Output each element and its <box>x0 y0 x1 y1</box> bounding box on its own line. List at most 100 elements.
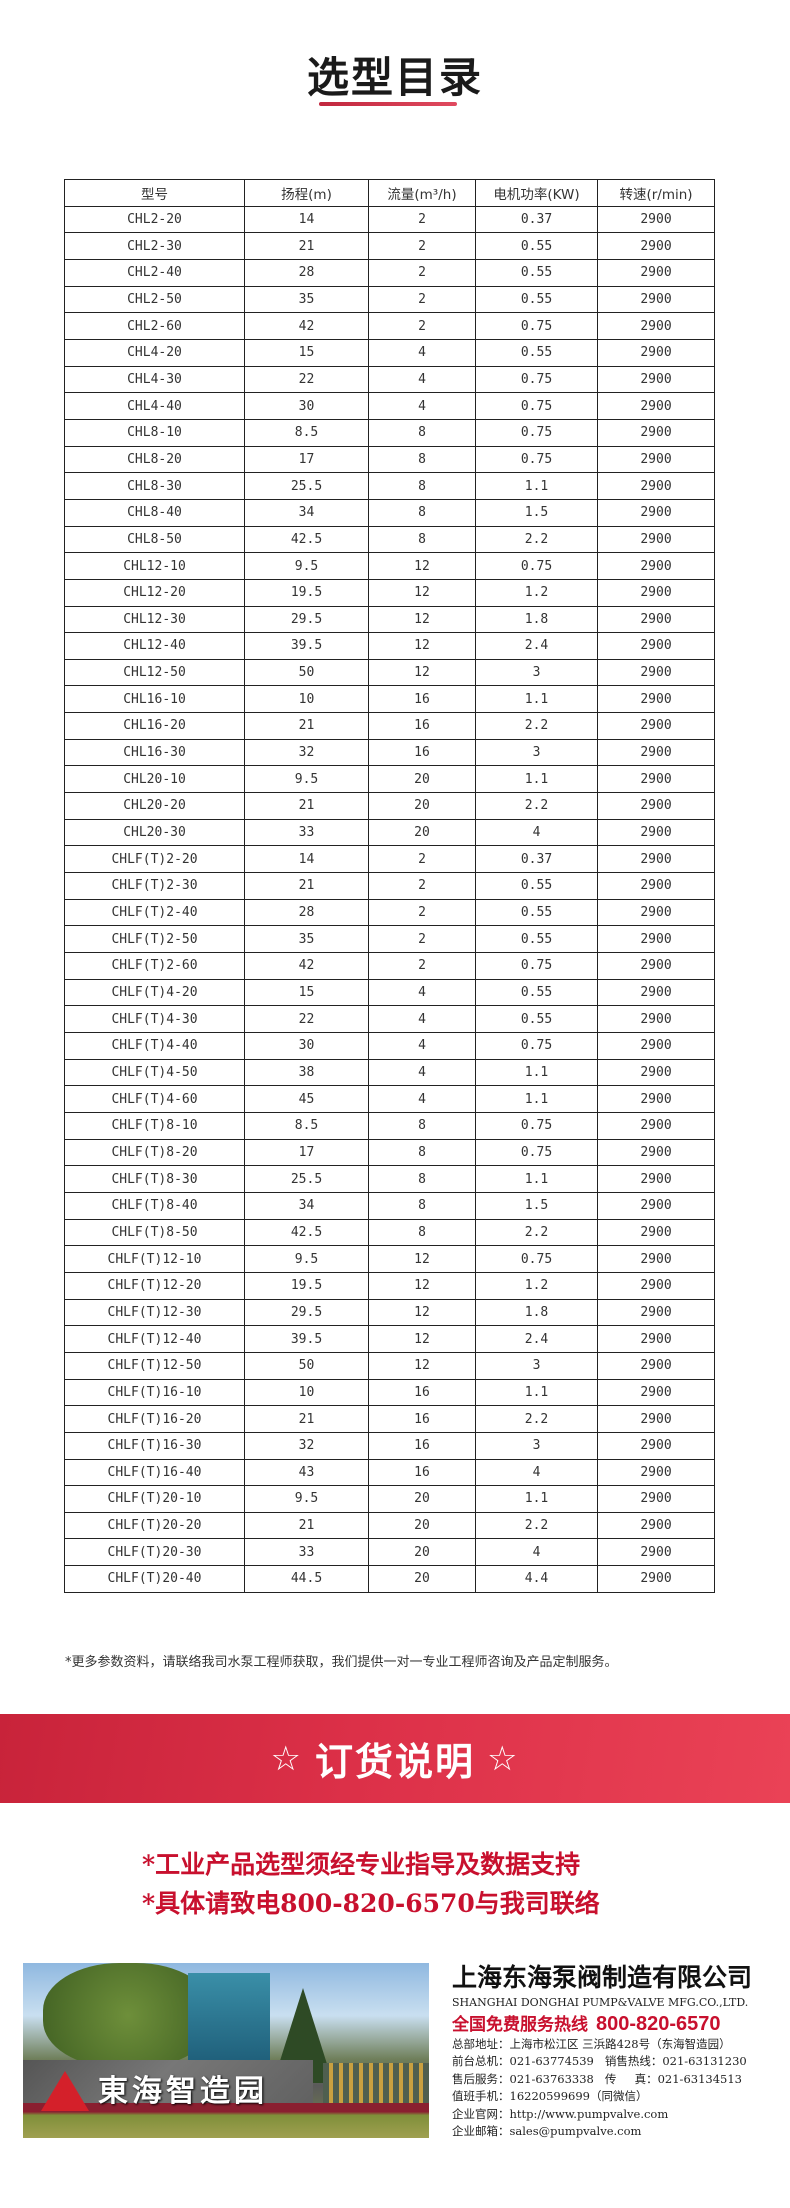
cell-model: CHL16-30 <box>64 738 245 767</box>
table-row: CHL12-10 9.5 12 0.75 2900 <box>64 552 715 580</box>
table-row: CHLF(T)4-30 22 4 0.55 2900 <box>64 1005 715 1033</box>
cell-speed: 2900 <box>597 1298 715 1327</box>
cell-flow: 20 <box>368 792 476 820</box>
cell-power: 1.8 <box>475 605 598 634</box>
cell-speed: 2900 <box>597 578 715 607</box>
table-row: CHL12-20 19.5 12 1.2 2900 <box>64 578 715 607</box>
table-row: CHLF(T)12-10 9.5 12 0.75 2900 <box>64 1245 715 1273</box>
cell-speed: 2900 <box>597 1245 715 1273</box>
cell-speed: 2900 <box>597 445 715 474</box>
contact-mobile: 值班手机：16220599699（同微信） <box>452 2089 648 2103</box>
table-row: CHL8-40 34 8 1.5 2900 <box>64 498 715 527</box>
cell-flow: 2 <box>368 845 476 874</box>
cell-head: 28 <box>244 898 369 927</box>
cell-model: CHLF(T)12-50 <box>64 1351 245 1380</box>
cell-speed: 2900 <box>597 1165 715 1193</box>
cell-power: 0.75 <box>475 552 598 580</box>
cell-model: CHL2-60 <box>64 312 245 340</box>
cell-flow: 16 <box>368 1378 476 1407</box>
cell-flow: 4 <box>368 1058 476 1087</box>
cell-head: 19.5 <box>244 578 369 607</box>
cell-flow: 8 <box>368 1111 476 1140</box>
cell-model: CHL8-50 <box>64 525 245 554</box>
cell-head: 39.5 <box>244 1325 369 1353</box>
table-row: CHL2-20 14 2 0.37 2900 <box>64 205 715 234</box>
cell-speed: 2900 <box>597 658 715 687</box>
cell-speed: 2900 <box>597 818 715 847</box>
cell-model: CHL12-30 <box>64 605 245 634</box>
cell-model: CHLF(T)12-40 <box>64 1325 245 1353</box>
table-row: CHL4-40 30 4 0.75 2900 <box>64 392 715 420</box>
cell-power: 0.55 <box>475 1005 598 1033</box>
cell-flow: 2 <box>368 925 476 954</box>
cell-power: 0.55 <box>475 978 598 1007</box>
cell-flow: 8 <box>368 472 476 500</box>
cell-head: 44.5 <box>244 1565 369 1593</box>
cell-speed: 2900 <box>597 285 715 314</box>
contact-email[interactable]: 企业邮箱：sales@pumpvalve.com <box>452 2124 642 2138</box>
cell-head: 19.5 <box>244 1271 369 1300</box>
cell-speed: 2900 <box>597 472 715 500</box>
cell-head: 29.5 <box>244 1298 369 1327</box>
cell-model: CHL2-40 <box>64 258 245 287</box>
cell-head: 17 <box>244 445 369 474</box>
table-row: CHLF(T)12-40 39.5 12 2.4 2900 <box>64 1325 715 1353</box>
cell-flow: 4 <box>368 1005 476 1033</box>
cell-speed: 2900 <box>597 1565 715 1593</box>
cell-head: 42.5 <box>244 1218 369 1247</box>
cell-flow: 4 <box>368 1032 476 1060</box>
cell-power: 2.2 <box>475 1405 598 1433</box>
cell-power: 1.2 <box>475 1271 598 1300</box>
cell-model: CHL12-50 <box>64 658 245 687</box>
cell-speed: 2900 <box>597 872 715 900</box>
cell-power: 4 <box>475 818 598 847</box>
cell-flow: 16 <box>368 712 476 740</box>
cell-model: CHLF(T)20-20 <box>64 1511 245 1540</box>
cell-speed: 2900 <box>597 1032 715 1060</box>
company-logo-icon <box>41 2071 89 2111</box>
order-title: 订货说明 <box>314 1740 475 1784</box>
cell-power: 0.55 <box>475 925 598 954</box>
cell-model: CHLF(T)2-50 <box>64 925 245 954</box>
selection-table: 型号 扬程(m) 流量(m³/h) 电机功率(KW) 转速(r/min) CHL… <box>64 179 715 1593</box>
cell-power: 0.75 <box>475 1032 598 1060</box>
cell-speed: 2900 <box>597 1191 715 1220</box>
cell-power: 4 <box>475 1458 598 1487</box>
table-row: CHLF(T)4-50 38 4 1.1 2900 <box>64 1058 715 1087</box>
table-row: CHL16-20 21 16 2.2 2900 <box>64 712 715 740</box>
cell-model: CHLF(T)16-30 <box>64 1431 245 1460</box>
cell-model: CHLF(T)4-20 <box>64 978 245 1007</box>
contact-website[interactable]: 企业官网：http://www.pumpvalve.com <box>452 2107 669 2121</box>
cell-model: CHL16-20 <box>64 712 245 740</box>
cell-flow: 12 <box>368 1271 476 1300</box>
table-row: CHLF(T)2-50 35 2 0.55 2900 <box>64 925 715 954</box>
cell-flow: 16 <box>368 1405 476 1433</box>
cell-speed: 2900 <box>597 632 715 660</box>
cell-head: 22 <box>244 365 369 394</box>
order-banner: ☆ 订货说明 ☆ <box>0 1714 790 1803</box>
table-row: CHL8-20 17 8 0.75 2900 <box>64 445 715 474</box>
cell-speed: 2900 <box>597 552 715 580</box>
cell-power: 0.55 <box>475 898 598 927</box>
cell-power: 1.1 <box>475 1485 598 1513</box>
cell-head: 21 <box>244 1405 369 1433</box>
cell-flow: 12 <box>368 1298 476 1327</box>
cell-power: 3 <box>475 738 598 767</box>
cell-head: 34 <box>244 498 369 527</box>
cell-speed: 2900 <box>597 1458 715 1487</box>
hotline-number: 800-820-6570 <box>596 2013 721 2035</box>
cell-model: CHL4-30 <box>64 365 245 394</box>
cell-flow: 12 <box>368 552 476 580</box>
table-row: CHLF(T)16-40 43 16 4 2900 <box>64 1458 715 1487</box>
table-row: CHLF(T)2-40 28 2 0.55 2900 <box>64 898 715 927</box>
cell-speed: 2900 <box>597 605 715 634</box>
cell-power: 2.2 <box>475 1218 598 1247</box>
cell-speed: 2900 <box>597 392 715 420</box>
cell-speed: 2900 <box>597 365 715 394</box>
table-row: CHLF(T)12-30 29.5 12 1.8 2900 <box>64 1298 715 1327</box>
table-row: CHLF(T)8-50 42.5 8 2.2 2900 <box>64 1218 715 1247</box>
order-line-2: *具体请致电800-820-6570与我司联络 <box>142 1889 600 1918</box>
cell-speed: 2900 <box>597 1351 715 1380</box>
table-row: CHL2-50 35 2 0.55 2900 <box>64 285 715 314</box>
cell-model: CHL20-30 <box>64 818 245 847</box>
